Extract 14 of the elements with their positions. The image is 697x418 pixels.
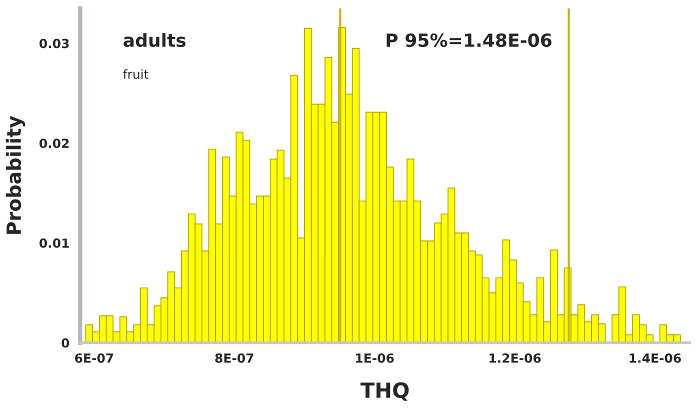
x-tick-label: 1E-06 — [356, 353, 394, 363]
y-tick-label: 0 — [62, 338, 70, 348]
y-tick-label: 0.01 — [39, 238, 69, 248]
y-tick-label: 0.02 — [39, 138, 69, 148]
x-tick-label: 1.4E-06 — [630, 353, 681, 363]
annotation: fruit — [123, 69, 148, 79]
x-tick-label: 6E-07 — [75, 353, 114, 363]
x-axis-title: THQ — [360, 382, 409, 401]
annotation: P 95%=1.48E-06 — [386, 33, 552, 48]
annotation: adults — [124, 33, 186, 48]
y-tick-label: 0.03 — [39, 38, 69, 48]
x-tick-label: 1.2E-06 — [490, 353, 541, 363]
x-tick-label: 8E-07 — [215, 353, 254, 363]
y-axis-title: Probability — [6, 116, 26, 234]
